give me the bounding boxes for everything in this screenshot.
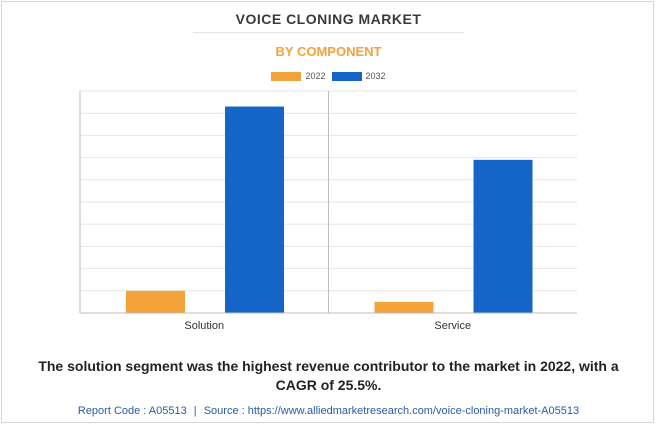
chart-caption: The solution segment was the highest rev…	[38, 358, 619, 393]
footer: Report Code : A05513 | Source : https://…	[0, 405, 657, 417]
bar-2022-solution[interactable]	[126, 290, 185, 313]
x-tick-label: Solution	[184, 320, 224, 332]
legend-item-2032[interactable]: 2032	[331, 71, 386, 81]
source-link[interactable]: Source : https://www.alliedmarketresearc…	[203, 405, 580, 417]
report-code: Report Code : A05513	[77, 405, 187, 417]
chart-title: VOICE CLONING MARKET	[235, 11, 422, 27]
axes	[79, 91, 577, 314]
bar-2022-service[interactable]	[374, 301, 434, 313]
chart-subtitle: BY COMPONENT	[275, 44, 382, 59]
title-divider	[193, 32, 464, 33]
legend: 2022 2032	[0, 71, 657, 81]
bars	[126, 106, 533, 313]
bar-2032-service[interactable]	[473, 159, 533, 313]
x-tick-labels: Solution Service	[184, 320, 471, 332]
legend-item-2022[interactable]: 2022	[271, 71, 326, 81]
bar-2032-solution[interactable]	[225, 106, 284, 313]
x-tick-label: Service	[434, 320, 471, 332]
legend-swatch-2022	[271, 71, 302, 81]
legend-label-2032: 2032	[365, 71, 386, 81]
legend-label-2022: 2022	[305, 71, 326, 81]
footer-separator: |	[193, 405, 197, 417]
legend-swatch-2032	[331, 71, 362, 81]
